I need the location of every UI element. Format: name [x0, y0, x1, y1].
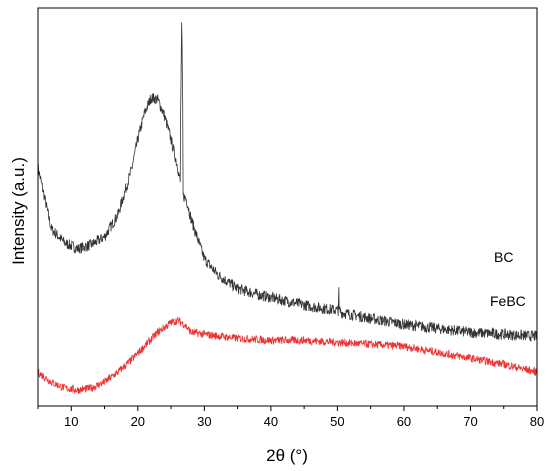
x-tick-label-80: 80	[530, 414, 544, 429]
plot-background	[38, 8, 537, 406]
x-tick-label-50: 50	[330, 414, 344, 429]
x-tick-label-40: 40	[264, 414, 278, 429]
x-tick-label-30: 30	[197, 414, 211, 429]
series-febc: FeBC	[37, 293, 538, 395]
x-tick-label-20: 20	[131, 414, 145, 429]
x-tick-label-60: 60	[397, 414, 411, 429]
x-tick-label-10: 10	[64, 414, 78, 429]
series-line-febc	[37, 316, 538, 395]
series-label-bc: BC	[494, 249, 513, 265]
y-axis-title: Intensity (a.u.)	[9, 157, 28, 265]
plot-frame	[37, 7, 538, 407]
series-layer: BC FeBC	[37, 22, 538, 395]
plot-area	[38, 8, 537, 406]
series-line-bc	[37, 22, 538, 342]
series-bc: BC	[37, 22, 538, 342]
series-label-febc: FeBC	[490, 293, 526, 309]
axes-layer: 10 20 30 40 50 60 70 80	[37, 7, 544, 429]
x-tick-label-70: 70	[463, 414, 477, 429]
x-axis-title: 2θ (°)	[266, 446, 308, 465]
